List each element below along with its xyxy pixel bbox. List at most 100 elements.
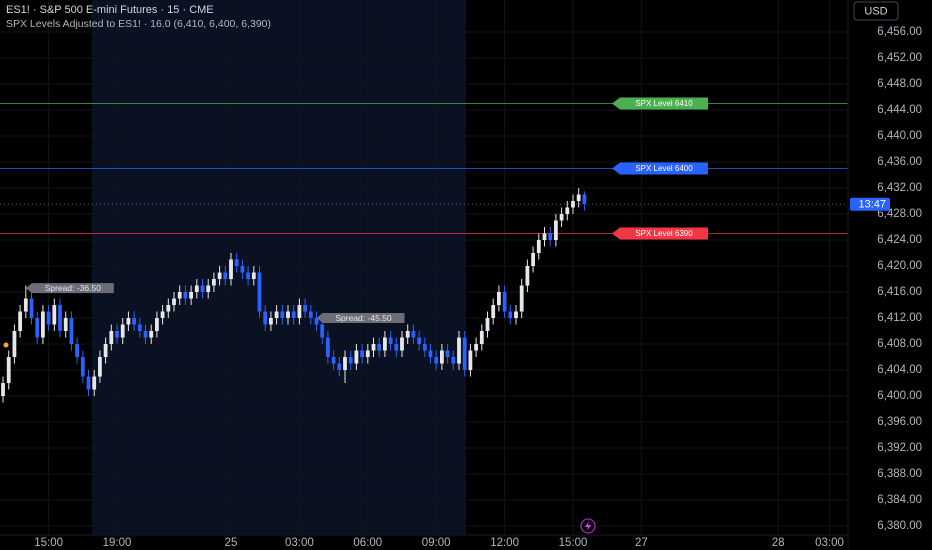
candle-body bbox=[29, 298, 34, 319]
candle-body bbox=[428, 350, 433, 358]
candle-body bbox=[251, 272, 256, 280]
candle-body bbox=[194, 285, 199, 293]
candle-body bbox=[41, 311, 45, 338]
level-label: SPX Level 6390 bbox=[635, 229, 693, 238]
candle-body bbox=[126, 318, 131, 325]
candle-body bbox=[297, 305, 302, 319]
candle-body bbox=[18, 311, 23, 332]
annotation-label: Spread: -45.50 bbox=[335, 313, 392, 323]
candle-body bbox=[177, 292, 182, 299]
annotation-label: Spread: -36.50 bbox=[45, 283, 102, 293]
candle-body bbox=[269, 318, 273, 325]
candle-body bbox=[143, 331, 148, 338]
candle-body bbox=[132, 318, 137, 325]
candle-body bbox=[69, 318, 74, 345]
candle-body bbox=[234, 259, 239, 267]
candle-body bbox=[263, 311, 268, 325]
y-tick-label: 6,404.00 bbox=[877, 364, 922, 376]
candle-body bbox=[559, 214, 564, 221]
level-tag bbox=[612, 227, 708, 240]
candle-body bbox=[120, 324, 125, 338]
y-tick-label: 6,436.00 bbox=[877, 156, 922, 168]
candle-body bbox=[548, 233, 553, 241]
candle-body bbox=[63, 318, 68, 332]
marker-dot bbox=[3, 342, 9, 348]
candle-body bbox=[405, 331, 410, 338]
candle-body bbox=[400, 337, 404, 351]
candle-body bbox=[80, 357, 85, 377]
x-tick-label: 25 bbox=[225, 537, 238, 549]
candle-body bbox=[457, 337, 461, 364]
candle-body bbox=[98, 357, 102, 377]
candle-body bbox=[536, 240, 541, 254]
candle-body bbox=[229, 259, 233, 280]
level-label: SPX Level 6400 bbox=[635, 164, 693, 173]
candle-body bbox=[246, 272, 251, 280]
candle-body bbox=[576, 194, 581, 201]
candle-body bbox=[354, 350, 359, 364]
candle-body bbox=[531, 253, 535, 267]
candle-body bbox=[417, 337, 421, 345]
x-tick-label: 15:00 bbox=[34, 537, 63, 549]
candle-body bbox=[331, 357, 336, 364]
candle-body bbox=[115, 331, 119, 338]
candle-body bbox=[1, 383, 5, 397]
candle-body bbox=[291, 311, 296, 319]
y-tick-label: 6,452.00 bbox=[877, 52, 922, 64]
candle-body bbox=[75, 344, 80, 358]
countdown-label: 13:47 bbox=[858, 199, 886, 211]
y-tick-label: 6,392.00 bbox=[877, 442, 922, 454]
x-tick-label: 15:00 bbox=[559, 537, 588, 549]
level-tag bbox=[612, 97, 708, 110]
y-tick-label: 6,420.00 bbox=[877, 260, 922, 272]
candle-body bbox=[286, 311, 290, 319]
candle-body bbox=[166, 305, 171, 312]
candle-body bbox=[52, 305, 57, 325]
candle-body bbox=[343, 357, 347, 371]
candle-body bbox=[280, 311, 285, 319]
y-tick-label: 6,416.00 bbox=[877, 286, 922, 298]
candle-body bbox=[371, 344, 376, 351]
x-tick-label: 06:00 bbox=[353, 537, 382, 549]
candle-body bbox=[508, 311, 513, 319]
candle-body bbox=[582, 194, 587, 205]
annotation-tag bbox=[25, 283, 114, 294]
session-shade bbox=[92, 0, 466, 535]
y-tick-label: 6,400.00 bbox=[877, 390, 922, 402]
candle-body bbox=[35, 318, 40, 338]
candle-body bbox=[445, 350, 450, 358]
candle-body bbox=[46, 311, 51, 325]
candle-body bbox=[240, 266, 245, 273]
y-tick-label: 6,396.00 bbox=[877, 416, 922, 428]
currency-label: USD bbox=[864, 5, 887, 17]
candle-body bbox=[383, 337, 387, 351]
candle-body bbox=[217, 272, 222, 280]
x-tick-label: 27 bbox=[635, 537, 648, 549]
candle-body bbox=[314, 318, 319, 325]
y-tick-label: 6,408.00 bbox=[877, 338, 922, 350]
candle-body bbox=[23, 298, 28, 312]
candle-body bbox=[103, 344, 108, 358]
candle-body bbox=[422, 344, 427, 351]
candle-body bbox=[6, 357, 11, 384]
candle-body bbox=[189, 292, 194, 299]
chart-title: ES1! · S&P 500 E-mini Futures · 15 · CME bbox=[6, 4, 214, 16]
candle-body bbox=[468, 350, 473, 371]
candle-body bbox=[308, 311, 313, 319]
level-tag bbox=[612, 162, 708, 175]
candle-body bbox=[337, 363, 342, 371]
y-tick-label: 6,412.00 bbox=[877, 312, 922, 324]
candle-body bbox=[377, 344, 382, 351]
candle-body bbox=[320, 324, 325, 338]
candle-body bbox=[12, 331, 17, 358]
y-tick-label: 6,448.00 bbox=[877, 78, 922, 90]
y-tick-label: 6,388.00 bbox=[877, 468, 922, 480]
candle-body bbox=[411, 331, 416, 338]
candle-body bbox=[212, 279, 216, 286]
y-tick-label: 6,428.00 bbox=[877, 208, 922, 220]
candle-body bbox=[257, 272, 262, 312]
y-tick-label: 6,424.00 bbox=[877, 234, 922, 246]
currency-button[interactable] bbox=[853, 1, 899, 21]
